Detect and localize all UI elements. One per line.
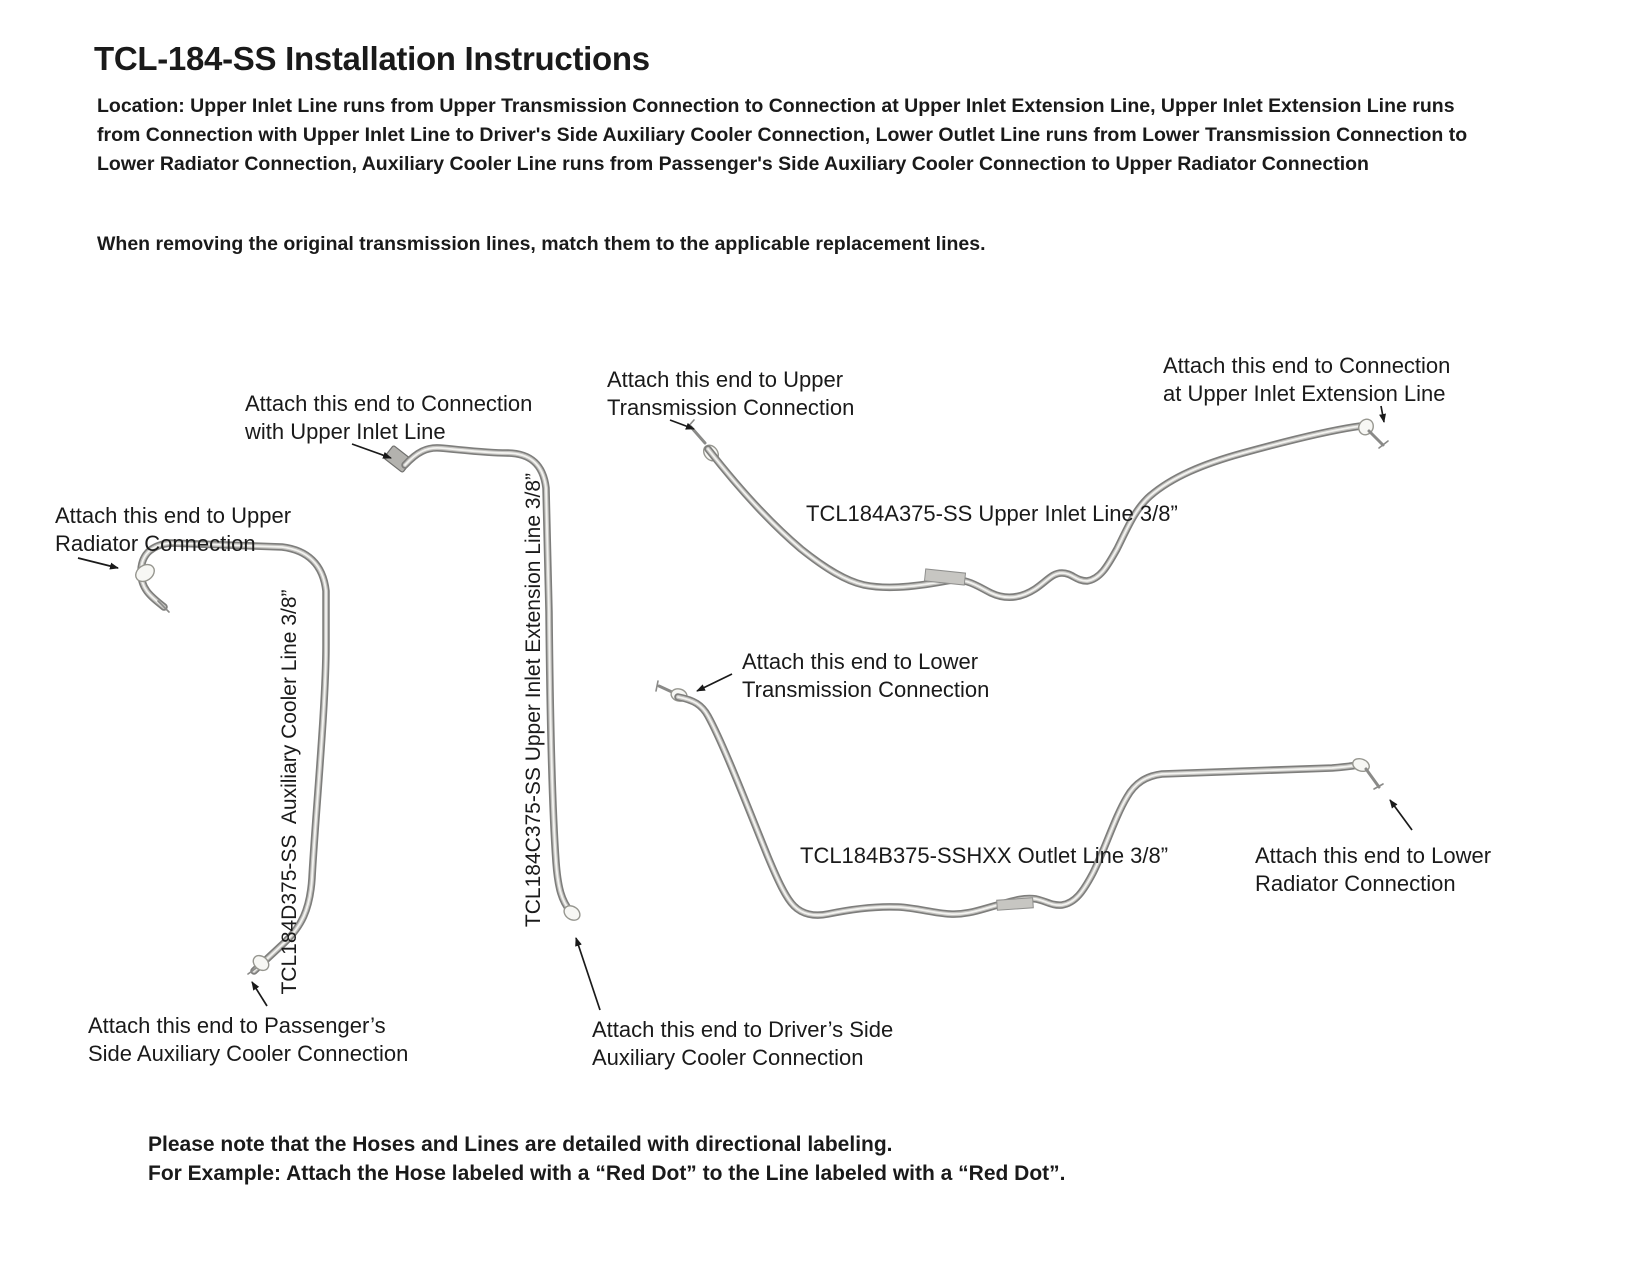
annotation-line: Attach this end to Lower bbox=[1255, 843, 1492, 868]
annotation-passenger-side-aux-cooler-connection: Attach this end to Passenger’s Side Auxi… bbox=[88, 1012, 408, 1068]
fitting-cap bbox=[135, 563, 155, 583]
annotation-lower-transmission-connection: Attach this end to Lower Transmission Co… bbox=[742, 648, 989, 704]
annotation-line: Transmission Connection bbox=[742, 677, 990, 702]
annotation-line: Attach this end to Connection bbox=[245, 391, 533, 416]
annotation-line: Radiator Connection bbox=[55, 531, 256, 556]
arrow-to-inlet-extension-conn-end bbox=[1379, 405, 1386, 423]
note-line: For Example: Attach the Hose labeled wit… bbox=[148, 1162, 1066, 1185]
arrow-to-lower-radiator-end bbox=[1389, 799, 1413, 831]
annotation-line: Attach this end to Connection bbox=[1163, 353, 1451, 378]
location-paragraph: Location: Upper Inlet Line runs from Upp… bbox=[97, 95, 1468, 175]
arrow-to-passenger-cooler-end bbox=[251, 981, 268, 1007]
part-label-auxiliary-cooler-line: TCL184D375-SS Auxiliary Cooler Line 3/8” bbox=[278, 589, 301, 995]
fitting-cap bbox=[563, 905, 581, 921]
annotation-line: Attach this end to Upper bbox=[607, 367, 844, 392]
annotation-line: Attach this end to Passenger’s bbox=[88, 1013, 386, 1038]
annotation-connection-at-upper-inlet-extension-line: Attach this end to Connection at Upper I… bbox=[1163, 352, 1450, 408]
annotation-upper-radiator-connection: Attach this end to Upper Radiator Connec… bbox=[55, 502, 291, 558]
fitting-cap bbox=[252, 954, 270, 972]
tube-label-chip bbox=[923, 568, 967, 586]
annotation-line: Attach this end to Lower bbox=[742, 649, 979, 674]
annotation-line: Side Auxiliary Cooler Connection bbox=[88, 1041, 409, 1066]
part-label-upper-inlet-extension-line: TCL184C375-SS Upper Inlet Extension Line… bbox=[522, 472, 545, 928]
part-label-upper-inlet-line: TCL184A375-SS Upper Inlet Line 3/8” bbox=[806, 501, 1178, 526]
arrow-to-upper-radiator-end bbox=[77, 557, 119, 570]
annotation-line: at Upper Inlet Extension Line bbox=[1163, 381, 1446, 406]
upper-inlet-extension-line-drawing bbox=[383, 445, 581, 921]
annotation-line: Radiator Connection bbox=[1255, 871, 1456, 896]
part-label-outlet-line: TCL184B375-SSHXX Outlet Line 3/8” bbox=[800, 843, 1169, 868]
annotation-line: Auxiliary Cooler Connection bbox=[592, 1045, 864, 1070]
annotation-connection-with-upper-inlet-line: Attach this end to Connection with Upper… bbox=[245, 390, 532, 446]
page-title: TCL-184-SS Installation Instructions bbox=[94, 40, 650, 77]
annotation-line: Attach this end to Upper bbox=[55, 503, 292, 528]
removal-note: When removing the original transmission … bbox=[97, 233, 986, 255]
note-line: Please note that the Hoses and Lines are… bbox=[148, 1133, 893, 1156]
annotation-line: with Upper Inlet Line bbox=[245, 419, 446, 444]
arrow-to-upper-transmission-end bbox=[669, 419, 695, 430]
directional-labeling-note: Please note that the Hoses and Lines are… bbox=[148, 1130, 1066, 1188]
upper-inlet-line-drawing bbox=[685, 418, 1389, 598]
arrow-to-extension-top-fitting bbox=[351, 443, 392, 459]
tube-label-chip bbox=[996, 897, 1034, 911]
annotation-upper-transmission-connection: Attach this end to Upper Transmission Co… bbox=[607, 366, 854, 422]
annotation-line: Transmission Connection bbox=[607, 395, 855, 420]
arrow-to-driver-cooler-end bbox=[575, 937, 601, 1011]
annotation-arrows bbox=[77, 405, 1413, 1011]
arrow-to-lower-transmission-end bbox=[696, 673, 733, 692]
annotation-line: Attach this end to Driver’s Side bbox=[592, 1017, 894, 1042]
annotation-driver-side-aux-cooler-connection: Attach this end to Driver’s Side Auxilia… bbox=[592, 1016, 893, 1072]
outlet-line-drawing bbox=[655, 680, 1384, 915]
annotation-lower-radiator-connection: Attach this end to Lower Radiator Connec… bbox=[1255, 842, 1491, 898]
auxiliary-cooler-line-drawing bbox=[135, 543, 326, 975]
